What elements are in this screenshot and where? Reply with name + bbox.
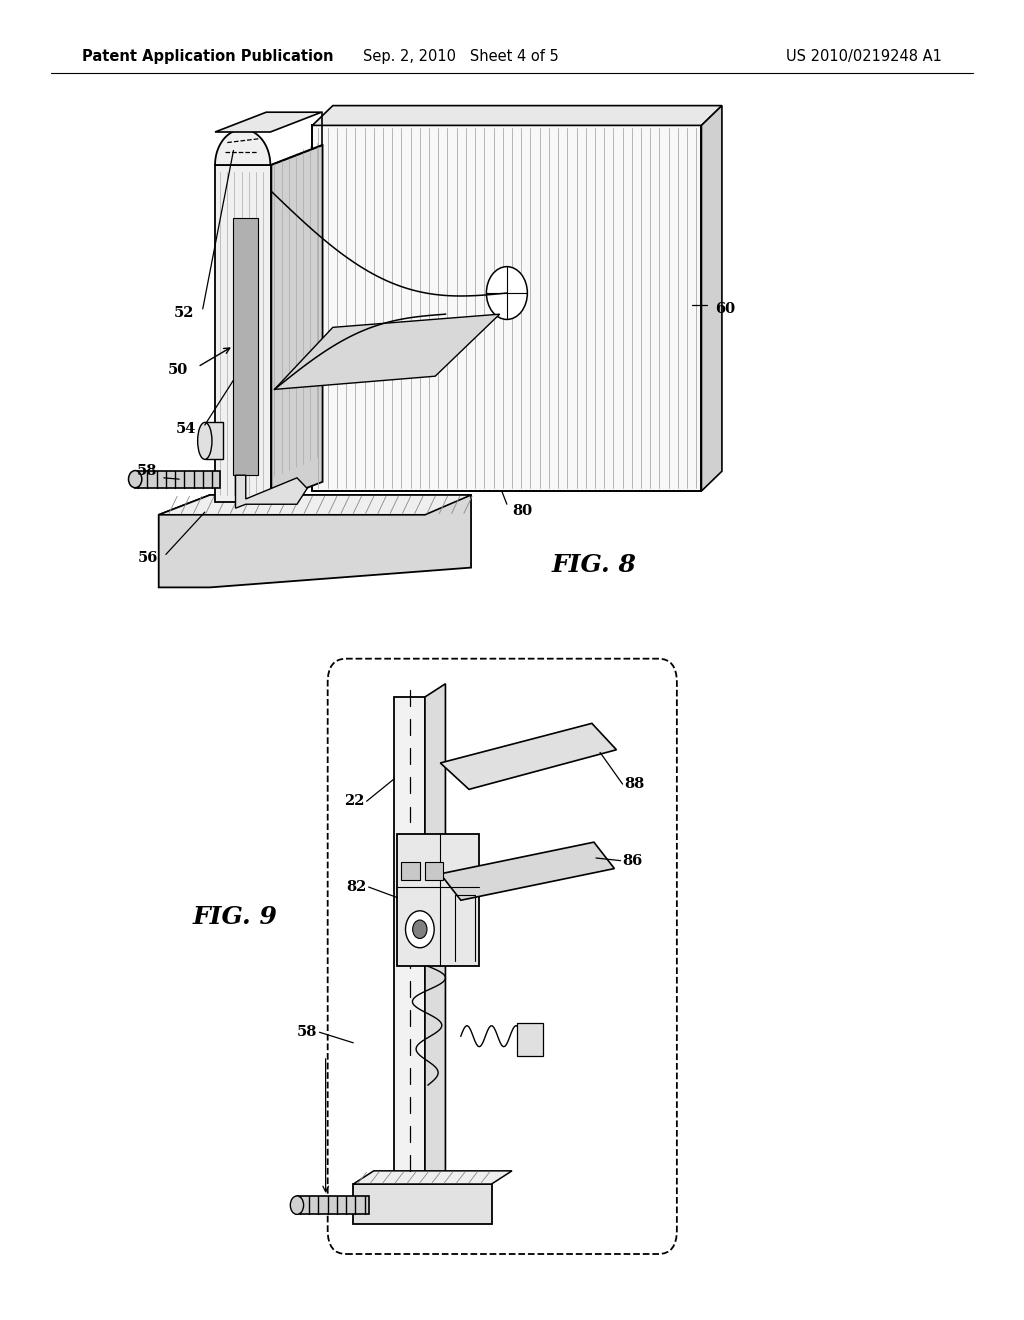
Text: 86: 86 <box>623 854 643 867</box>
Text: 82: 82 <box>346 880 367 894</box>
Text: US 2010/0219248 A1: US 2010/0219248 A1 <box>786 49 942 65</box>
Polygon shape <box>274 314 500 389</box>
Polygon shape <box>205 422 223 459</box>
Text: 56: 56 <box>137 552 158 565</box>
Text: 58: 58 <box>297 1026 317 1039</box>
Polygon shape <box>394 697 425 1210</box>
Text: Sep. 2, 2010   Sheet 4 of 5: Sep. 2, 2010 Sheet 4 of 5 <box>362 49 559 65</box>
Polygon shape <box>425 684 445 1210</box>
Text: FIG. 8: FIG. 8 <box>552 553 636 577</box>
Text: 54: 54 <box>176 422 197 436</box>
Polygon shape <box>312 125 701 491</box>
Polygon shape <box>236 475 307 508</box>
Bar <box>517 1023 543 1056</box>
Polygon shape <box>297 1196 369 1214</box>
Polygon shape <box>353 1184 492 1224</box>
Text: 22: 22 <box>344 795 365 808</box>
Polygon shape <box>397 834 479 966</box>
Polygon shape <box>159 495 471 587</box>
Circle shape <box>413 920 427 939</box>
Ellipse shape <box>291 1196 303 1214</box>
Polygon shape <box>701 106 722 491</box>
Polygon shape <box>312 106 722 125</box>
Text: 80: 80 <box>512 504 532 517</box>
Polygon shape <box>271 145 323 502</box>
Text: 60: 60 <box>715 302 735 315</box>
Ellipse shape <box>129 470 141 488</box>
Text: 88: 88 <box>625 777 645 791</box>
Circle shape <box>486 267 527 319</box>
Polygon shape <box>215 165 271 502</box>
Polygon shape <box>233 218 258 475</box>
FancyBboxPatch shape <box>328 659 677 1254</box>
Text: FIG. 9: FIG. 9 <box>194 906 278 929</box>
Bar <box>425 862 443 880</box>
Text: 52: 52 <box>174 306 195 319</box>
Polygon shape <box>440 842 614 900</box>
Polygon shape <box>353 1171 512 1184</box>
Text: Patent Application Publication: Patent Application Publication <box>82 49 334 65</box>
Polygon shape <box>440 723 616 789</box>
Polygon shape <box>159 495 471 515</box>
Polygon shape <box>215 112 322 132</box>
Polygon shape <box>215 129 270 165</box>
Ellipse shape <box>198 422 212 459</box>
Bar <box>401 862 420 880</box>
Text: 58: 58 <box>136 465 157 478</box>
Text: 50: 50 <box>168 363 188 376</box>
Polygon shape <box>135 471 220 488</box>
Circle shape <box>406 911 434 948</box>
